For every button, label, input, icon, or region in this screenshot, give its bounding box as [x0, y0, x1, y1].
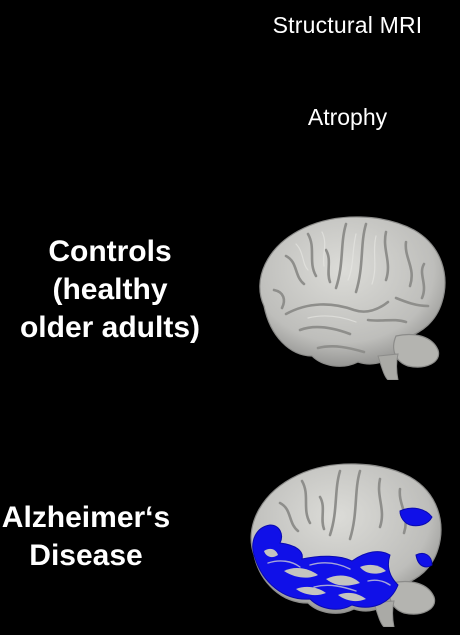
row-label-controls: Controls (healthy older adults) — [0, 233, 220, 347]
row-label-alzheimers: Alzheimer‘s Disease — [0, 499, 172, 575]
row-label-line: (healthy — [52, 273, 168, 306]
column-title: Structural MRI — [272, 12, 423, 38]
row-label-line: older adults) — [19, 311, 200, 344]
brain-lateral-view-icon — [259, 216, 446, 380]
row-label-line: Controls — [48, 235, 172, 268]
column-subtitle: Atrophy — [307, 104, 388, 130]
brain-lateral-view-atrophy-icon — [250, 463, 442, 627]
row-label-line: Alzheimer‘s — [1, 501, 171, 534]
row-label-line: Disease — [29, 539, 143, 572]
